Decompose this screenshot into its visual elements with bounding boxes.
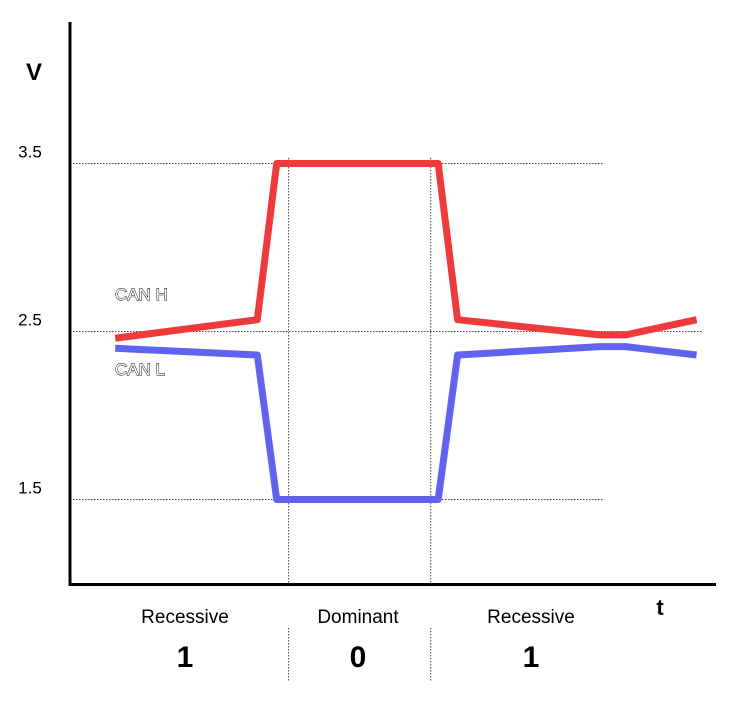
axes [68, 22, 716, 586]
series-label-can-l: CAN L [115, 360, 165, 379]
y-axis-label: V [26, 59, 42, 86]
series-line-can-h [114, 160, 698, 342]
x-axis-label: t [656, 595, 664, 620]
series-line-can-l [115, 343, 698, 503]
state-label-3: Recessive [487, 607, 575, 628]
y-tick-label-2-5: 2.5 [18, 311, 42, 330]
y-tick-labels: 3.5 2.5 1.5 [18, 143, 42, 498]
series-label-can-h: CAN H [115, 285, 168, 304]
bit-value-1: 1 [177, 641, 194, 674]
bit-value-2: 0 [350, 641, 367, 674]
state-label-1: Recessive [141, 607, 229, 628]
bit-value-3: 1 [523, 641, 540, 674]
reference-lines [70, 158, 702, 682]
bit-states: Recessive 1 Dominant 0 Recessive 1 [141, 607, 575, 674]
state-label-2: Dominant [317, 607, 399, 628]
y-tick-label-1-5: 1.5 [18, 479, 42, 498]
series-labels: CAN H CAN L [115, 285, 169, 380]
y-tick-label-3-5: 3.5 [18, 143, 42, 162]
series-lines [114, 160, 698, 503]
